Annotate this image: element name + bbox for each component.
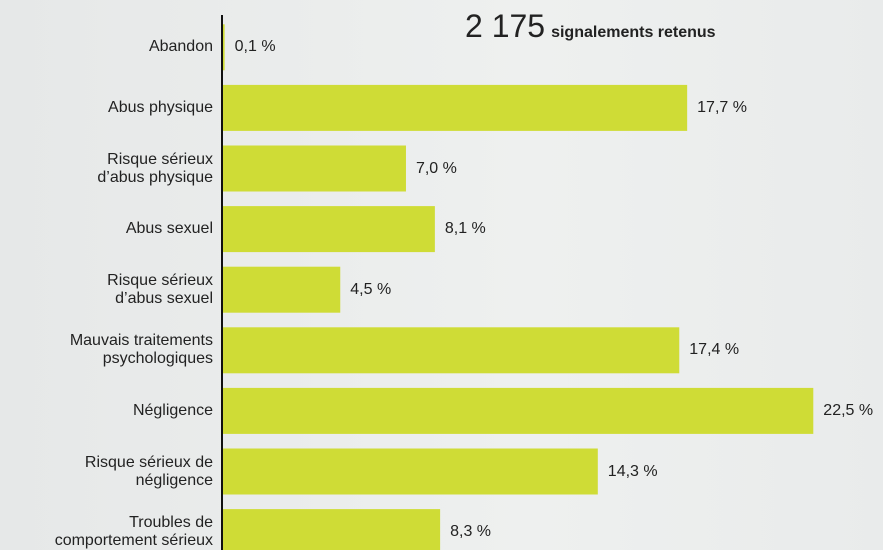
value-label: 14,3 % [607,462,658,480]
bar [222,266,341,313]
value-label: 17,7 % [697,98,747,116]
bar [222,24,225,71]
value-label: 8,3 % [450,523,492,541]
category-label: Mauvais traitements psychologiques [69,332,213,368]
bar [222,327,680,374]
headline-number: 2 175 [465,8,546,44]
bar [222,387,814,434]
value-label: 8,1 % [444,220,486,238]
value-label: 4,5 % [350,280,392,298]
bar [222,145,406,192]
category-label: Risque sérieux d’abus sexuel [107,271,213,307]
value-label: 22,5 % [823,401,874,419]
bar [222,448,598,495]
headline: 2 175 signalements retenus [465,8,716,45]
bar [222,206,435,253]
category-label: Abus physique [108,98,213,116]
category-label: Négligence [132,401,213,419]
headline-text: signalements retenus [551,24,716,41]
category-label: Abandon [148,38,213,56]
value-label: 17,4 % [689,341,740,359]
value-label: 7,0 % [415,159,457,177]
category-label: Troubles de comportement sérieux [54,514,213,550]
bar [222,509,441,550]
category-label: Risque sérieux d’abus physique [97,150,213,186]
category-label: Abus sexuel [125,220,213,238]
value-label: 0,1 % [234,38,276,56]
bar [222,84,688,131]
category-label: Risque sérieux de négligence [84,453,213,489]
